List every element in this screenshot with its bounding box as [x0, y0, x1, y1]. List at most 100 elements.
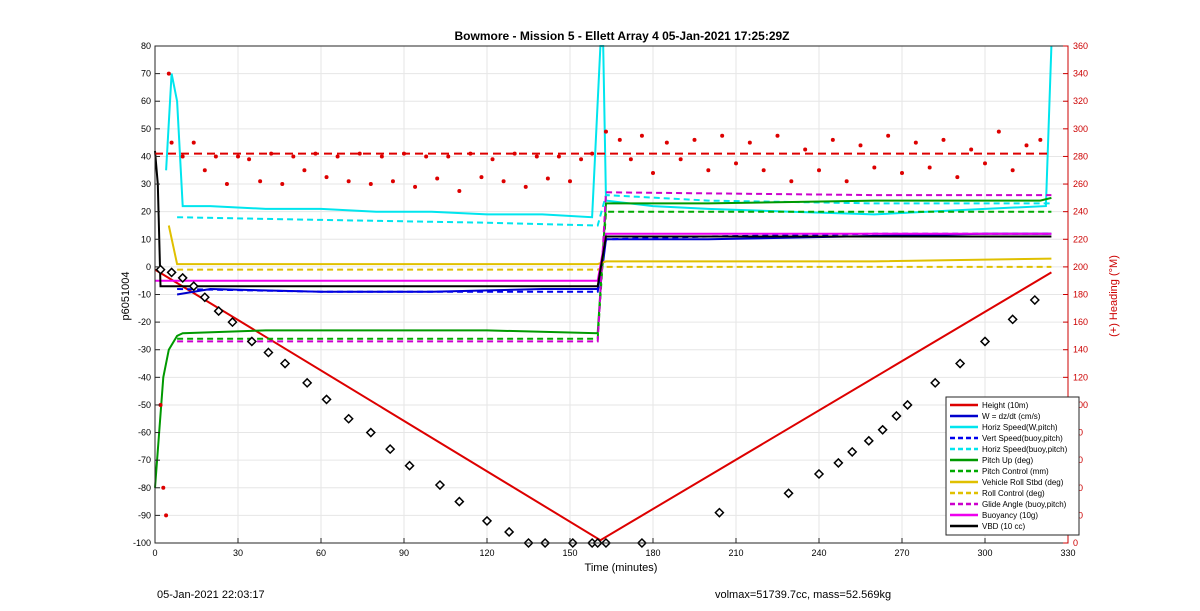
y-tick-label: 70: [141, 69, 151, 79]
heading-point: [639, 133, 644, 138]
depth-marker: [863, 435, 874, 446]
heading-point: [313, 151, 318, 156]
y-tick-label: -20: [138, 317, 151, 327]
heading-point: [161, 485, 166, 490]
depth-marker: [1007, 314, 1018, 325]
x-tick-label: 30: [233, 548, 243, 558]
x-tick-label: 210: [728, 548, 743, 558]
x-tick-label: 300: [977, 548, 992, 558]
y-tick-label: -10: [138, 290, 151, 300]
heading-point: [424, 154, 429, 159]
heading-point: [734, 161, 738, 166]
heading-point: [1010, 168, 1015, 173]
depth-marker: [714, 507, 725, 518]
heading-point: [886, 133, 891, 138]
heading-point: [357, 151, 362, 156]
heading-point: [803, 147, 808, 152]
y-tick-label: -40: [138, 372, 151, 382]
depth-marker: [321, 394, 332, 405]
series-line: [177, 194, 1052, 227]
heading-point: [579, 157, 584, 162]
depth-marker: [279, 358, 291, 369]
heading-point: [1024, 143, 1029, 148]
heading-point: [900, 171, 904, 176]
depth-marker: [504, 526, 515, 538]
heading-point: [651, 171, 655, 176]
depth-marker: [385, 444, 396, 455]
heading-point: [335, 154, 340, 159]
heading-point: [213, 154, 218, 159]
depth-marker: [302, 377, 313, 388]
heading-point: [692, 137, 697, 142]
series-lines: [154, 45, 1053, 542]
y-tick-label: 40: [141, 151, 151, 161]
y-tick-label: 80: [141, 41, 151, 51]
depth-marker: [902, 399, 913, 411]
heading-point: [983, 161, 987, 166]
y-tick-label: 60: [141, 96, 151, 106]
depth-marker: [155, 264, 166, 275]
heading-point: [761, 168, 766, 173]
depth-marker: [227, 317, 238, 328]
heading-point: [368, 182, 373, 187]
footer-timestamp: 05-Jan-2021 22:03:17: [157, 589, 265, 601]
heading-point: [479, 175, 484, 180]
footer-volmax-mass: volmax=51739.7cc, mass=52.569kg: [715, 589, 892, 601]
y2-tick-label: 100: [1073, 400, 1088, 410]
depth-marker: [481, 515, 493, 526]
y-tick-label: -80: [138, 483, 151, 493]
series-line: [154, 268, 1052, 542]
heading-point: [913, 140, 918, 145]
y2-tick-label: 200: [1073, 262, 1088, 272]
depth-marker: [177, 272, 188, 283]
y2-tick-label: 300: [1073, 124, 1088, 134]
legend-entry: Horiz Speed(buoy,pitch): [982, 445, 1068, 454]
depth-marker: [891, 410, 902, 422]
heading-point: [678, 157, 683, 162]
heading-point: [236, 154, 240, 159]
x-tick-label: 180: [645, 548, 660, 558]
series-line: [154, 150, 1052, 288]
heading-point: [955, 175, 960, 180]
depth-marker: [343, 413, 354, 424]
y2-tick-label: 180: [1073, 290, 1088, 300]
y-tick-label: 20: [141, 207, 151, 217]
heading-point: [844, 179, 849, 184]
y2-tick-label: 360: [1073, 41, 1088, 51]
legend: Height (10m) W = dz/dt (cm/s) Horiz Speed(…: [945, 396, 1080, 536]
depth-marker: [930, 377, 941, 388]
y-tick-label: -70: [138, 455, 151, 465]
heading-point: [830, 137, 835, 142]
heading-point: [346, 179, 351, 184]
depth-marker: [813, 468, 825, 480]
heading-point: [269, 151, 274, 156]
heading-point: [191, 140, 196, 145]
x-tick-label: 240: [811, 548, 826, 558]
heading-point: [664, 140, 669, 145]
depth-marker: [1029, 294, 1040, 306]
grid-lines: [154, 45, 1069, 544]
heading-point: [747, 140, 752, 145]
series-line: [177, 210, 1052, 340]
legend-entry: W = dz/dt (cm/s): [982, 412, 1041, 421]
y2-tick-label: 340: [1073, 69, 1088, 79]
y-axis-label: p6051004: [120, 272, 132, 321]
x-tick-label: 90: [399, 548, 409, 558]
legend-box: [945, 396, 1080, 536]
heading-point: [996, 129, 1001, 134]
heading-point: [180, 154, 185, 159]
heading-point: [617, 137, 622, 142]
heading-point: [169, 140, 174, 145]
y2-tick-label: 240: [1073, 207, 1088, 217]
legend-entry: Vert Speed(buoy,pitch): [982, 434, 1063, 443]
y2-tick-label: 140: [1073, 345, 1088, 355]
heading-point: [720, 133, 725, 138]
heading-point: [324, 175, 329, 180]
heading-point: [568, 179, 572, 184]
depth-marker: [263, 347, 274, 358]
y-tick-label: -50: [138, 400, 151, 410]
y-tick-label: 10: [141, 234, 151, 244]
heading-point: [1038, 137, 1043, 142]
heading-point: [501, 179, 506, 184]
